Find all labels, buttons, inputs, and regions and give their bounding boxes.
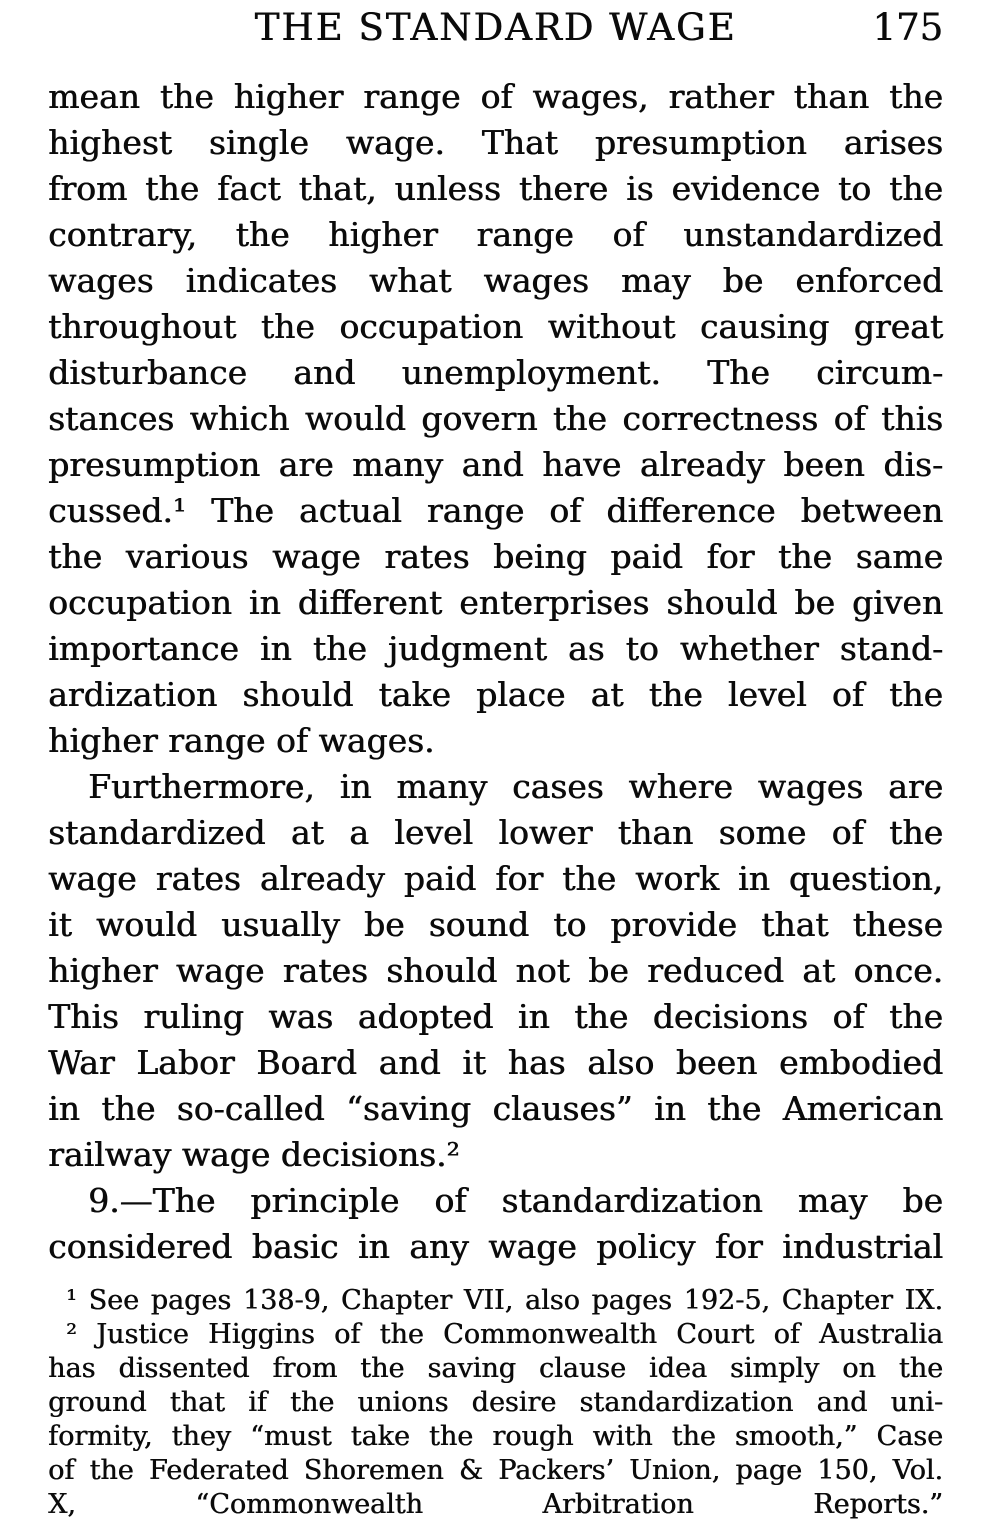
text-line: considered basic in any wage policy for … <box>48 1227 943 1266</box>
text-line: War Labor Board and it has also been emb… <box>48 1043 943 1082</box>
text-line: highest single wage. That presumption ar… <box>48 123 943 162</box>
text-line: mean the higher range of wages, rather t… <box>48 77 943 116</box>
text-line: disturbance and unemployment. The circum… <box>48 353 943 392</box>
paragraph: Furthermore, in many cases where wages a… <box>48 764 943 1178</box>
text-line: the various wage rates being paid for th… <box>48 537 943 576</box>
paragraph: mean the higher range of wages, rather t… <box>48 74 943 764</box>
text-line: This ruling was adopted in the decisions… <box>48 997 943 1036</box>
text-line: ground that if the unions desire standar… <box>48 1387 943 1418</box>
text-line: occupation in different enterprises shou… <box>48 583 943 622</box>
paragraph: 9.—The principle of standardization may … <box>48 1178 943 1270</box>
footnote: ¹ See pages 138-9, Chapter VII, also pag… <box>48 1284 943 1318</box>
text-line: presumption are many and have already be… <box>48 445 943 484</box>
footnotes: ¹ See pages 138-9, Chapter VII, also pag… <box>48 1284 943 1522</box>
body-text: mean the higher range of wages, rather t… <box>48 74 943 1270</box>
text-line: Furthermore, in many cases where wages a… <box>88 767 943 806</box>
text-line: standardized at a level lower than some … <box>48 813 943 852</box>
text-line: X, “Commonwealth Arbitration Reports.” <box>48 1489 943 1520</box>
text-line: 9.—The principle of standardization may … <box>88 1181 943 1220</box>
text-line: has dissented from the saving clause ide… <box>48 1353 943 1384</box>
text-line: higher range of wages. <box>48 721 435 760</box>
page-title: THE STANDARD WAGE <box>254 6 737 49</box>
text-line: higher wage rates should not be reduced … <box>48 951 943 990</box>
text-line: importance in the judgment as to whether… <box>48 629 943 668</box>
text-line: of the Federated Shoremen & Packers’ Uni… <box>48 1455 943 1486</box>
text-line: ¹ See pages 138-9, Chapter VII, also pag… <box>66 1285 943 1316</box>
text-line: ardization should take place at the leve… <box>48 675 943 714</box>
text-line: formity, they “must take the rough with … <box>48 1421 943 1452</box>
text-line: wages indicates what wages may be enforc… <box>48 261 943 300</box>
text-line: stances which would govern the correctne… <box>48 399 943 438</box>
text-line: it would usually be sound to provide tha… <box>48 905 943 944</box>
text-line: throughout the occupation without causin… <box>48 307 943 346</box>
text-line: railway wage decisions.² <box>48 1135 460 1174</box>
text-line: contrary, the higher range of unstandard… <box>48 215 943 254</box>
page-number: 175 <box>872 6 943 49</box>
running-header: THE STANDARD WAGE 175 <box>48 6 943 54</box>
text-line: wage rates already paid for the work in … <box>48 859 943 898</box>
footnote: ² Justice Higgins of the Commonwealth Co… <box>48 1318 943 1522</box>
text-line: ² Justice Higgins of the Commonwealth Co… <box>66 1319 943 1350</box>
text-line: from the fact that, unless there is evid… <box>48 169 943 208</box>
page-content: mean the higher range of wages, rather t… <box>48 74 943 1522</box>
text-line: cussed.¹ The actual range of difference … <box>48 491 943 530</box>
text-line: in the so-called “saving clauses” in the… <box>48 1089 943 1128</box>
